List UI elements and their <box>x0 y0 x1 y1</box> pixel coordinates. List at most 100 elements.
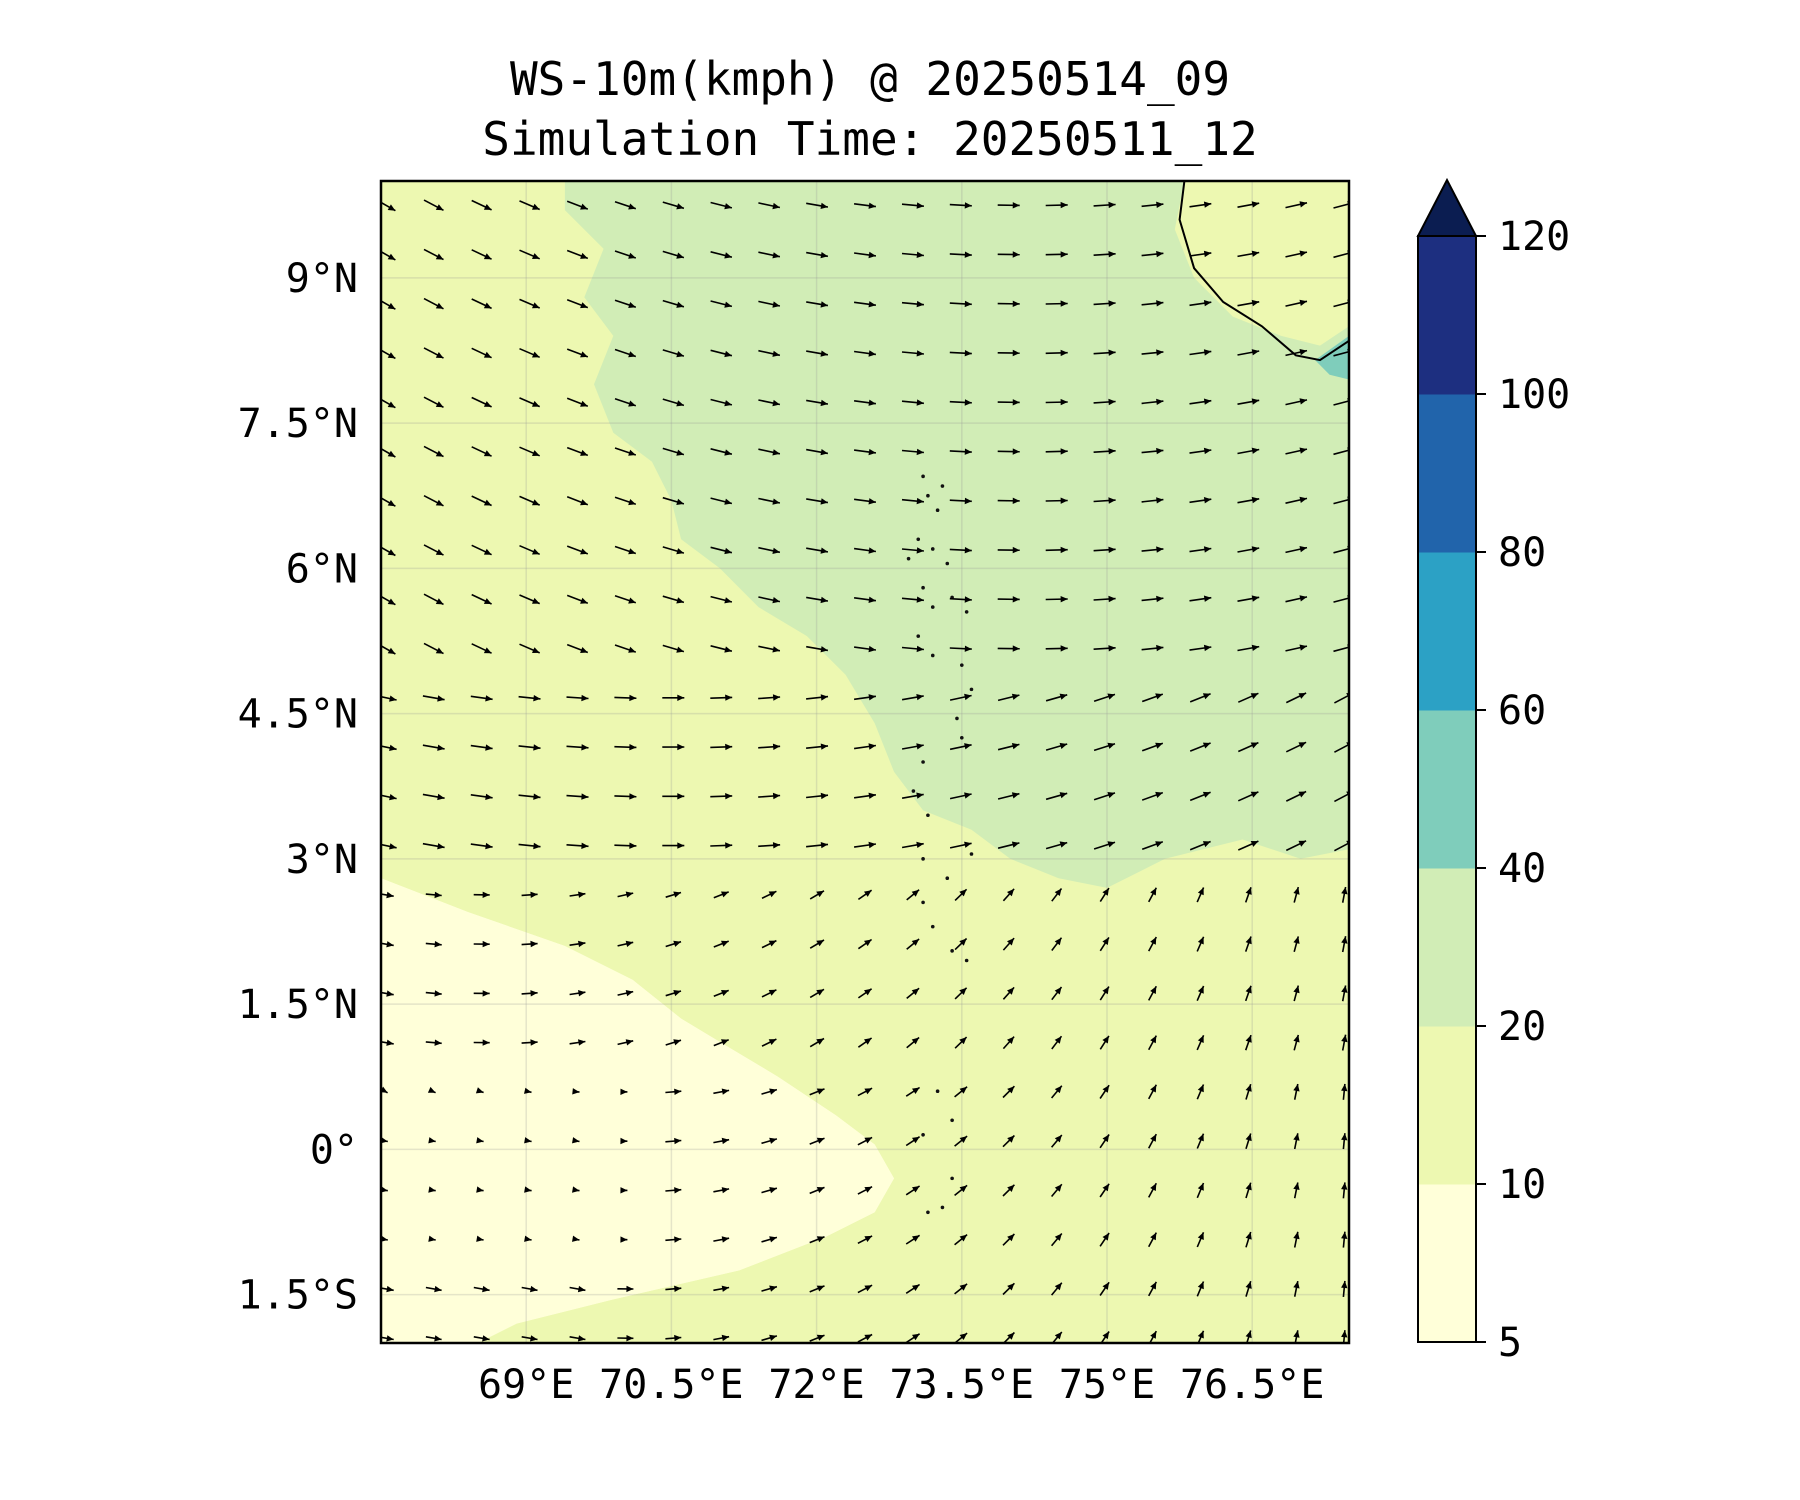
wind-vector <box>572 1137 580 1144</box>
wind-vector <box>857 1087 873 1097</box>
wind-vector <box>1050 1282 1063 1296</box>
wind-vector <box>518 842 541 850</box>
wind-vector <box>381 794 397 801</box>
wind-vector <box>949 448 972 455</box>
wind-vector <box>713 891 729 899</box>
wind-vector <box>471 544 492 556</box>
wind-vector <box>1099 1084 1110 1099</box>
wind-vector <box>997 202 1020 209</box>
wind-vector <box>476 1186 484 1193</box>
wind-vector <box>710 694 733 701</box>
wind-vector <box>524 1235 532 1242</box>
wind-vector <box>566 446 589 457</box>
wind-vector <box>1285 398 1308 406</box>
wind-vector <box>614 299 637 308</box>
wind-vector <box>710 300 733 308</box>
wind-vector <box>905 1234 921 1245</box>
wind-vector <box>905 1086 921 1097</box>
wind-vector <box>476 1235 484 1242</box>
wind-vector <box>954 1036 968 1049</box>
wind-vector <box>1285 546 1308 554</box>
wind-vector <box>1045 349 1068 357</box>
wind-vector <box>614 397 637 407</box>
wind-vector <box>1002 1233 1015 1246</box>
wind-vector <box>997 792 1020 800</box>
wind-vector <box>1196 1182 1205 1199</box>
wind-vector <box>620 1187 628 1194</box>
wind-vector <box>1045 201 1068 209</box>
wind-vector <box>857 1284 873 1294</box>
wind-vector <box>1051 888 1063 902</box>
wind-vector <box>713 940 729 948</box>
wind-vector <box>662 595 685 604</box>
wind-vector <box>1141 447 1164 455</box>
wind-vector <box>758 743 781 750</box>
island-dot <box>916 634 921 638</box>
wind-vector <box>475 1087 484 1094</box>
wind-vector <box>761 1334 778 1342</box>
wind-vector <box>422 695 445 702</box>
wind-vector <box>381 546 396 557</box>
lat-tick-label: 4.5°N <box>238 692 358 738</box>
wind-vector <box>1341 1330 1348 1343</box>
wind-vector <box>710 645 733 653</box>
wind-vector <box>1045 742 1068 751</box>
wind-vector <box>1237 840 1259 851</box>
island-dot <box>926 813 930 818</box>
wind-vector <box>713 1236 730 1243</box>
wind-vector <box>381 201 396 212</box>
wind-vector <box>997 645 1020 652</box>
wind-vector <box>519 446 541 457</box>
wind-vector <box>806 596 829 604</box>
island-dot <box>921 585 925 590</box>
wind-vector <box>713 1038 729 1047</box>
wind-vector <box>761 1137 778 1145</box>
wind-vector <box>901 841 924 849</box>
wind-vector <box>949 743 972 751</box>
wind-vector <box>1147 1035 1158 1051</box>
wind-vector <box>857 1235 873 1245</box>
island-dot <box>921 857 925 861</box>
wind-vector <box>566 643 589 654</box>
wind-vector <box>614 250 637 259</box>
island-dot <box>955 716 959 721</box>
region-land <box>1174 181 1349 346</box>
wind-vector <box>381 1235 388 1242</box>
wind-vector <box>381 1186 388 1193</box>
island-dot <box>960 663 964 667</box>
wind-vector <box>662 644 685 653</box>
wind-vector <box>853 498 877 505</box>
wind-vector <box>521 1335 538 1342</box>
wind-vector <box>1093 645 1116 652</box>
wind-vector <box>665 891 682 898</box>
wind-vector <box>758 546 781 554</box>
wind-vector <box>997 497 1020 504</box>
wind-vector <box>857 1136 873 1146</box>
wind-vector <box>761 890 777 900</box>
wind-vector <box>1293 1182 1300 1199</box>
wind-vector <box>566 744 589 751</box>
wind-vector <box>381 1137 388 1144</box>
wind-vector <box>381 300 396 310</box>
wind-vector <box>423 593 444 606</box>
colorbar-tick-label: 10 <box>1498 1162 1546 1208</box>
wind-vector <box>1196 985 1205 1002</box>
wind-vector <box>857 1185 873 1195</box>
wind-vector <box>758 645 781 653</box>
wind-vector <box>758 596 781 604</box>
wind-vector <box>853 547 877 554</box>
wind-vector <box>1341 1231 1348 1248</box>
wind-vector <box>617 1335 634 1342</box>
wind-vector <box>381 891 394 899</box>
wind-vector <box>806 842 829 849</box>
wind-vector <box>758 399 781 407</box>
wind-vector <box>1093 201 1116 209</box>
wind-vector <box>665 1236 682 1243</box>
wind-vector <box>1341 1034 1348 1051</box>
map-frame <box>379 179 1351 1345</box>
island-dot <box>950 1176 954 1181</box>
wind-vector <box>1341 936 1348 953</box>
wind-vector <box>617 1285 634 1293</box>
wind-vector <box>381 349 396 360</box>
wind-vector <box>471 347 492 359</box>
